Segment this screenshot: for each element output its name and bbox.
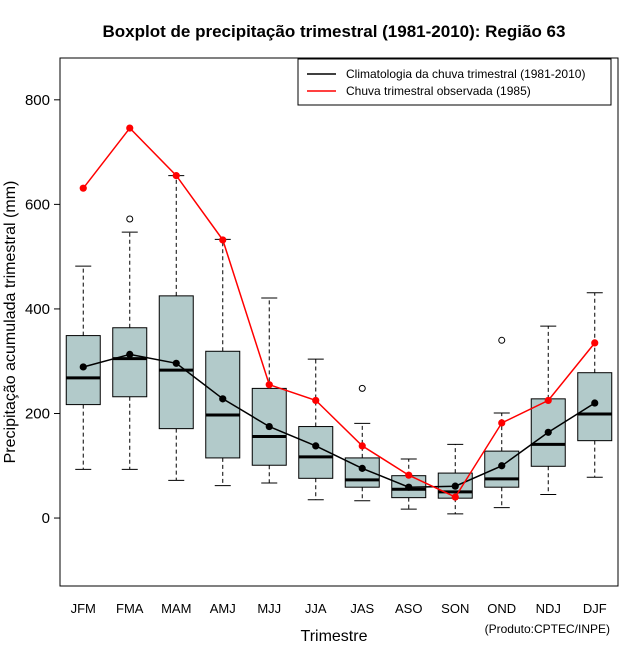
point-climatology-son [451, 482, 459, 490]
point-observed-aso [405, 471, 413, 479]
point-climatology-djf [591, 399, 599, 407]
box-iqr [577, 372, 613, 442]
series-line-climatology [83, 353, 596, 488]
x-axis-label: Trimestre [301, 628, 368, 645]
point-climatology-ndj [544, 428, 552, 436]
box-mam [158, 175, 194, 481]
legend-label-climatology: Climatologia da chuva trimestral (1981-2… [346, 67, 585, 81]
point-observed-mam [172, 172, 180, 180]
box-iqr [112, 327, 148, 398]
point-observed-mjj [265, 381, 273, 389]
point-climatology-mjj [265, 422, 273, 431]
legend-label-observed: Chuva trimestral observada (1985) [346, 84, 531, 98]
series-observed [79, 124, 599, 501]
x-tick-label-amj: AMJ [210, 601, 236, 616]
point-climatology-jas [358, 464, 366, 472]
x-tick-label-aso: ASO [395, 601, 422, 616]
plot-frame [59, 57, 619, 587]
point-observed-ndj [544, 396, 552, 405]
point-observed-ond [498, 419, 506, 427]
point-observed-jja [312, 396, 320, 405]
y-tick-label: 200 [25, 405, 50, 422]
box-mjj [251, 297, 287, 484]
x-tick-label-djf: DJF [583, 601, 607, 616]
point-observed-jas [358, 442, 366, 450]
y-tick-label: 0 [42, 510, 50, 527]
point-climatology-jfm [79, 363, 87, 371]
box-ndj [530, 325, 566, 496]
point-climatology-amj [219, 395, 227, 403]
outlier-point [358, 384, 366, 392]
y-axis-label: Precipitação acumulada trimestral (mm) [2, 181, 19, 464]
point-climatology-ond [498, 462, 506, 470]
point-climatology-fma [126, 350, 134, 359]
box-jja [298, 358, 334, 501]
y-tick-label: 600 [25, 196, 50, 213]
point-observed-djf [591, 339, 599, 347]
chart-title: Boxplot de precipitação trimestral (1981… [103, 22, 566, 41]
x-tick-label-mam: MAM [161, 601, 191, 616]
x-tick-label-jfm: JFM [71, 601, 96, 616]
series-line-observed [82, 126, 596, 499]
legend: Climatologia da chuva trimestral (1981-2… [297, 58, 612, 106]
point-climatology-aso [405, 483, 413, 491]
series-climatology [79, 350, 599, 491]
x-tick-label-ond: OND [487, 601, 516, 616]
box-djf [577, 292, 613, 478]
x-tick-label-son: SON [441, 601, 469, 616]
x-tick-label-ndj: NDJ [536, 601, 561, 616]
y-tick-label: 400 [25, 301, 50, 318]
point-observed-jfm [79, 184, 87, 192]
box-amj [205, 238, 241, 487]
product-credit: (Produto:CPTEC/INPE) [485, 622, 610, 636]
x-tick-label-jas: JAS [350, 601, 374, 616]
outlier-point [498, 336, 506, 344]
x-tick-label-fma: FMA [116, 601, 144, 616]
point-observed-amj [219, 236, 227, 244]
point-climatology-mam [172, 359, 180, 367]
box-iqr [205, 350, 241, 459]
point-observed-son [451, 493, 459, 501]
x-tick-label-mjj: MJJ [257, 601, 281, 616]
legend-box [297, 58, 612, 106]
outlier-point [126, 215, 134, 223]
x-tick-label-jja: JJA [305, 601, 327, 616]
point-climatology-jja [312, 442, 320, 450]
box-fma [112, 215, 148, 470]
box-iqr [298, 426, 334, 479]
point-observed-fma [126, 124, 134, 132]
y-tick-label: 800 [25, 92, 50, 109]
